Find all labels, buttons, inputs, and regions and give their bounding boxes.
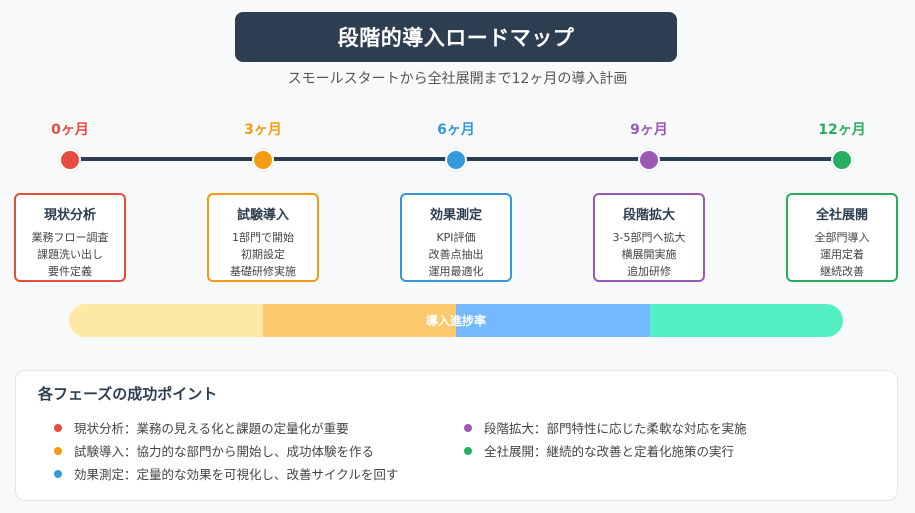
progress-label: 導入進捗率	[69, 304, 843, 337]
phase-card-measurement: 効果測定 KPI評価 改善点抽出 運用最適化	[400, 193, 512, 282]
success-point-text: 効果測定：定量的な効果を可視化し、改善サイクルを回す	[74, 467, 399, 482]
progress-segment-4	[649, 304, 843, 337]
milestone-label: 12ヶ月	[818, 122, 866, 138]
phase-name: 現状分析	[43, 208, 96, 223]
progress-bar	[69, 304, 843, 337]
progress-segment-3	[456, 304, 650, 337]
phase-item: 課題洗い出し	[37, 248, 103, 261]
phase-item: 基礎研修実施	[230, 265, 296, 278]
phase-card-expansion: 段階拡大 3-5部門へ拡大 横展開実施 追加研修	[593, 193, 705, 282]
page-title: 段階的導入ロードマップ	[337, 26, 575, 50]
success-points-title: 各フェーズの成功ポイント	[38, 385, 218, 403]
phase-item: 改善点抽出	[428, 248, 484, 261]
phase-item: 全部門導入	[814, 231, 870, 244]
progress-segment-2	[262, 304, 456, 337]
phase-name: 段階拡大	[622, 208, 675, 223]
phase-card-pilot: 試験導入 1部門で開始 初期設定 基礎研修実施	[207, 193, 319, 282]
milestone-label: 6ヶ月	[437, 122, 475, 138]
milestone-dot	[59, 149, 81, 171]
milestone-dot	[831, 149, 853, 171]
success-point-text: 全社展開：継続的な改善と定着化施策の実行	[484, 444, 735, 459]
progress-label-text: 導入進捗率	[425, 314, 486, 328]
milestone-dot	[252, 149, 274, 171]
phase-item: 追加研修	[627, 265, 671, 278]
bullet-dot	[54, 446, 62, 455]
phase-item: 1部門で開始	[232, 231, 294, 244]
milestone-label: 0ヶ月	[51, 122, 89, 138]
success-point-text: 試験導入：協力的な部門から開始し、成功体験を作る	[74, 444, 375, 459]
phase-item: 運用最適化	[428, 265, 484, 278]
bullet-dot	[464, 446, 472, 455]
success-point-analysis: 現状分析：業務の見える化と課題の定量化が重要	[54, 418, 349, 437]
bullet-dot	[54, 469, 62, 478]
progress-segment-1	[69, 304, 263, 337]
success-point-text: 現状分析：業務の見える化と課題の定量化が重要	[74, 421, 349, 436]
success-point-pilot: 試験導入：協力的な部門から開始し、成功体験を作る	[54, 441, 374, 460]
phase-name: 効果測定	[429, 208, 482, 223]
milestone-label: 3ヶ月	[244, 122, 282, 138]
phase-item: 初期設定	[241, 248, 285, 261]
phase-item: 業務フロー調査	[31, 231, 109, 244]
bullet-dot	[464, 423, 472, 432]
milestone-dot	[638, 149, 660, 171]
success-point-measurement: 効果測定：定量的な効果を可視化し、改善サイクルを回す	[54, 464, 398, 483]
phase-name: 試験導入	[236, 208, 289, 223]
milestone-dot	[445, 149, 467, 171]
phase-name: 全社展開	[815, 208, 868, 223]
success-point-rollout: 全社展開：継続的な改善と定着化施策の実行	[464, 441, 734, 460]
phase-item: 要件定義	[48, 265, 92, 278]
phase-item: KPI評価	[436, 231, 476, 244]
success-points-panel: 各フェーズの成功ポイント 現状分析：業務の見える化と課題の定量化が重要 試験導入…	[15, 370, 898, 501]
success-point-text: 段階拡大：部門特性に応じた柔軟な対応を実施	[484, 421, 747, 436]
page-subtitle: スモールスタートから全社展開まで12ヶ月の導入計画	[287, 71, 628, 87]
bullet-dot	[54, 423, 62, 432]
phase-item: 3-5部門へ拡大	[612, 231, 686, 244]
success-point-expansion: 段階拡大：部門特性に応じた柔軟な対応を実施	[464, 418, 747, 437]
phase-item: 運用定着	[820, 248, 864, 261]
phase-card-rollout: 全社展開 全部門導入 運用定着 継続改善	[786, 193, 898, 282]
phase-item: 横展開実施	[621, 248, 677, 261]
title-banner: 段階的導入ロードマップ	[235, 12, 677, 62]
phase-card-analysis: 現状分析 業務フロー調査 課題洗い出し 要件定義	[14, 193, 126, 282]
milestone-label: 9ヶ月	[630, 122, 668, 138]
phase-item: 継続改善	[820, 265, 864, 278]
